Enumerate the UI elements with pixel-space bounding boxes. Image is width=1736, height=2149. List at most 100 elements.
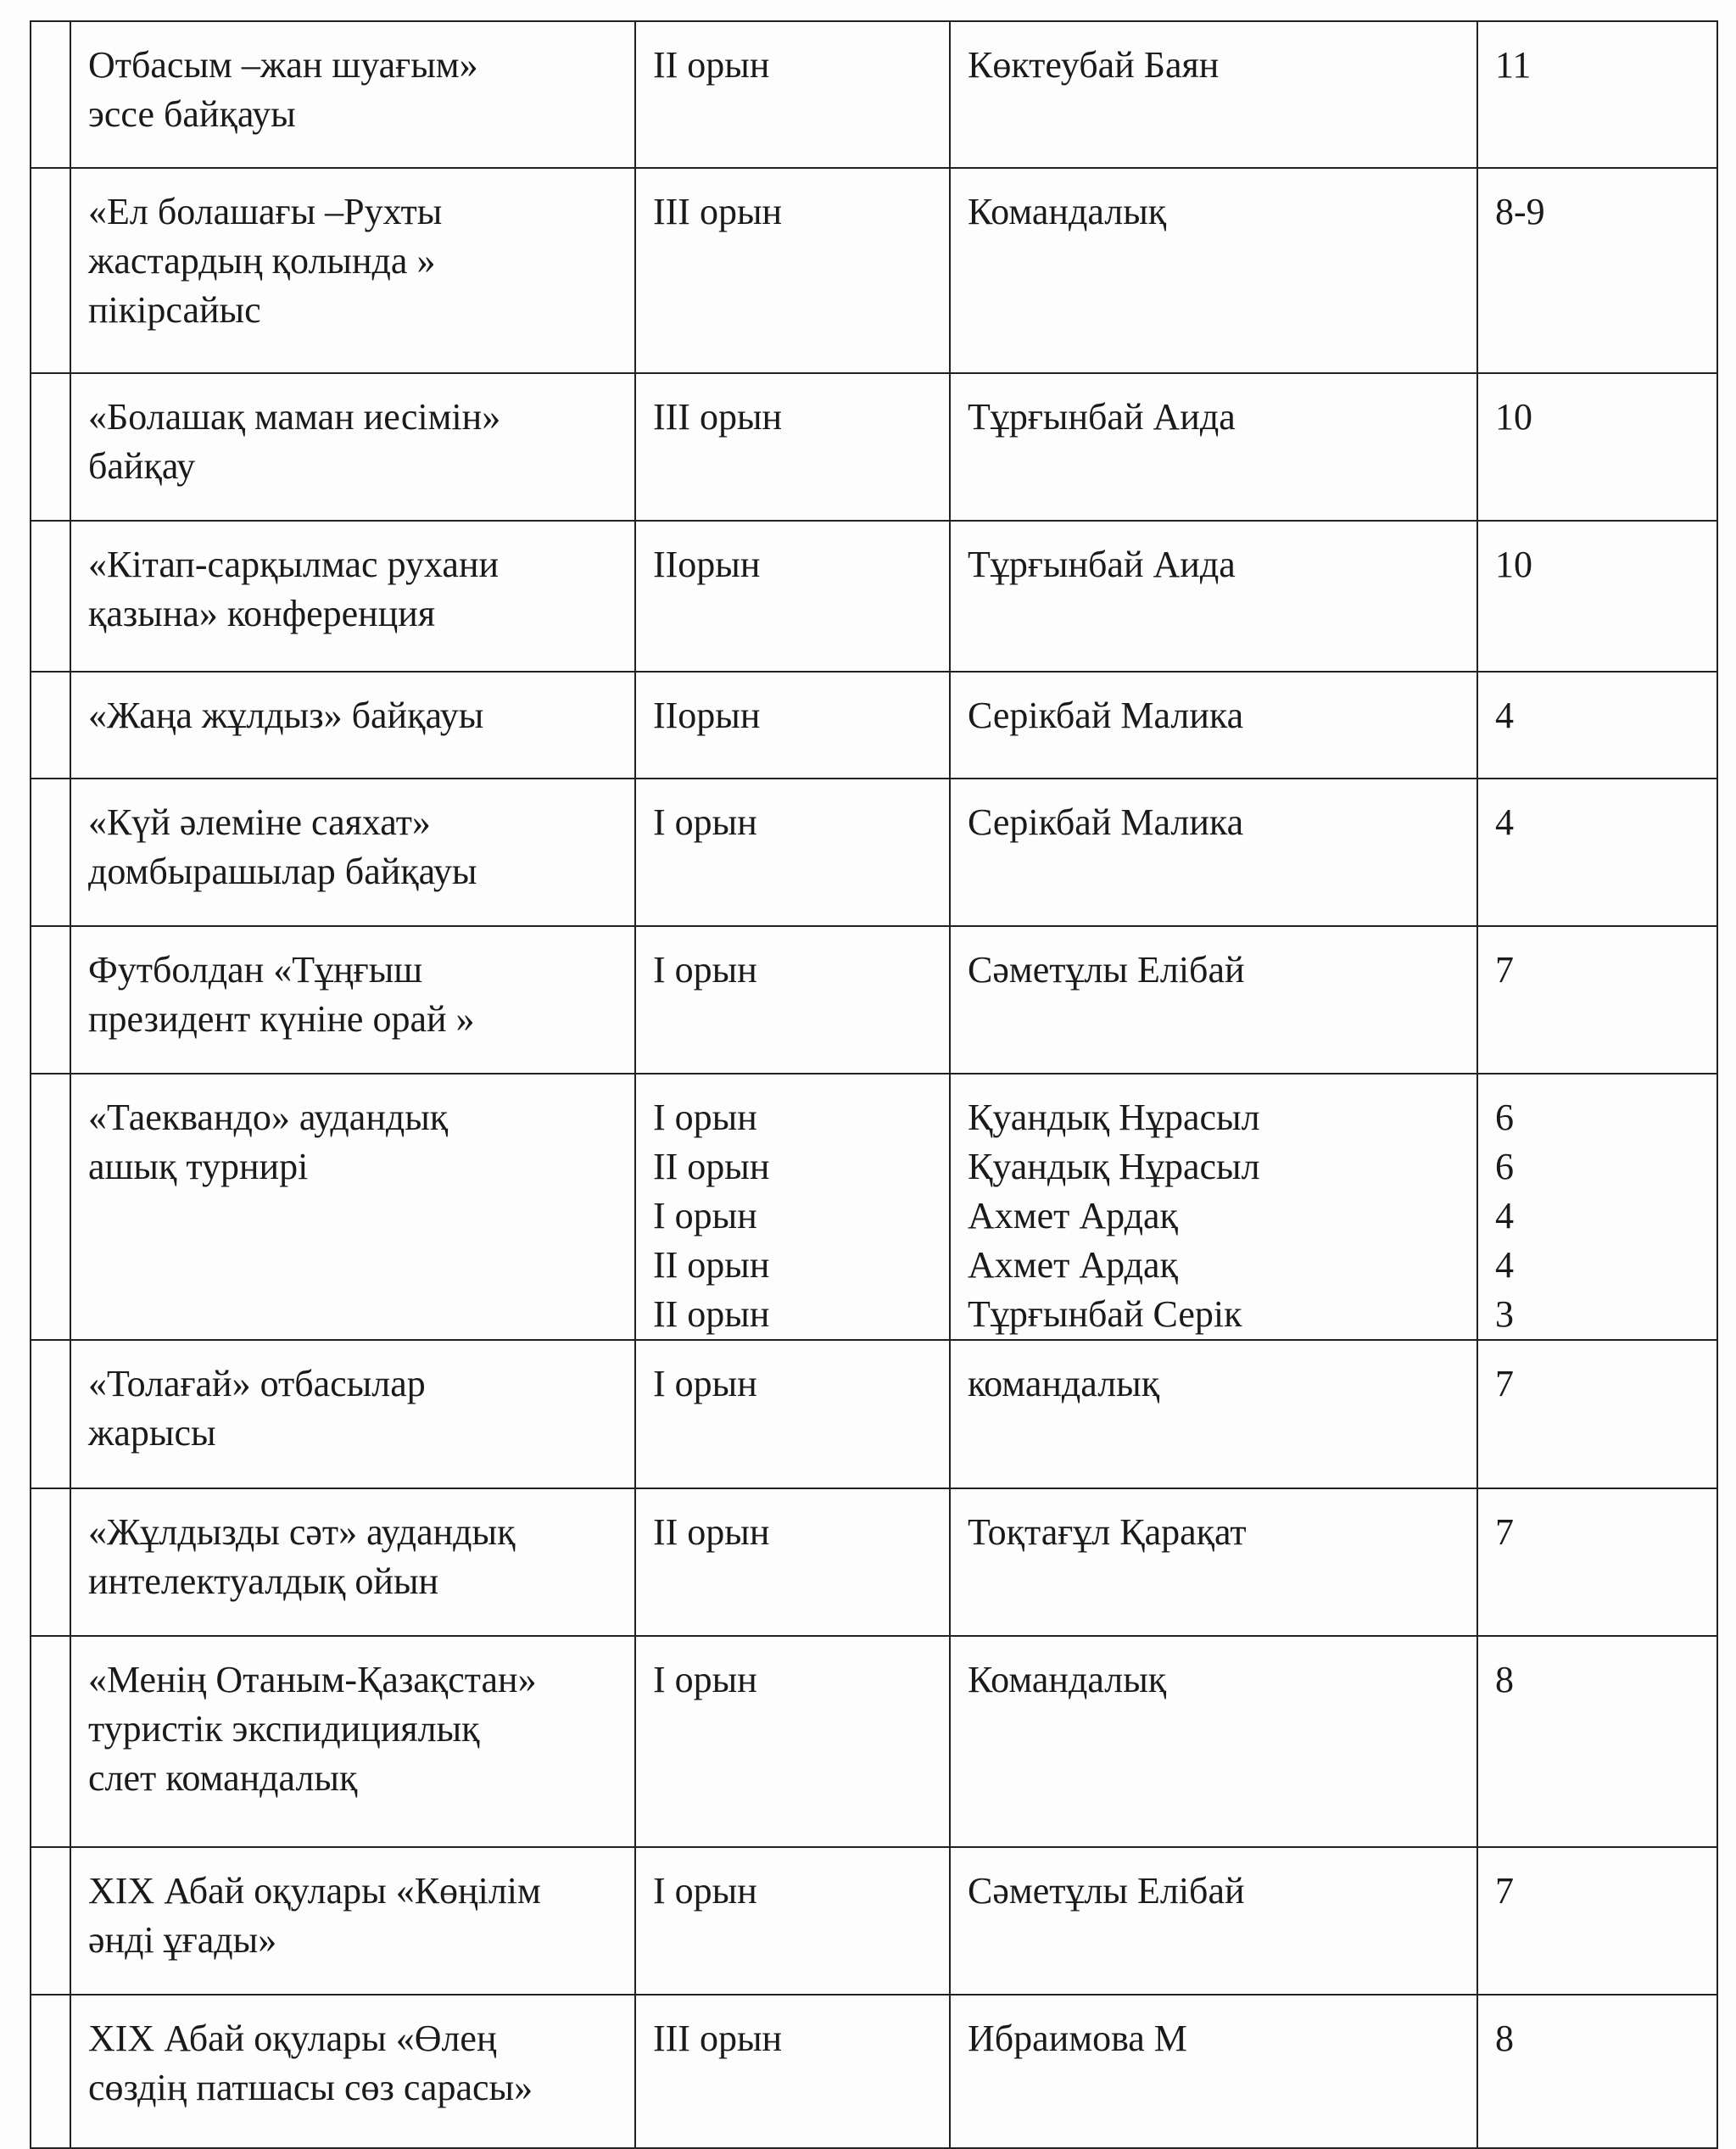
participant-text: Қуандық Нұрасыл <box>968 1146 1260 1187</box>
table-row: «Жұлдызды сәт» аудандық интелектуалдық ой… <box>30 1488 1718 1637</box>
place-text: IIорын <box>653 544 761 585</box>
event-text: сөздің патшасы сөз сарасы» <box>88 2067 533 2108</box>
grade-text: 6 <box>1495 1097 1514 1138</box>
participant-text: Командалық <box>968 1659 1167 1700</box>
table-row: «Ел болашағы –Рухты жастардың қолында » пі… <box>30 167 1718 374</box>
place-text: III орын <box>653 2018 783 2059</box>
event-cell: XIX Абай оқулары «Көңілім әнді ұғады» <box>70 1846 636 1996</box>
event-cell: «Таеквандо» аудандық ашық турнирі <box>70 1073 636 1341</box>
grade-text: 7 <box>1495 1511 1514 1553</box>
grade-cell: 7 <box>1476 1488 1718 1637</box>
event-text: «Болашақ маман иесімін» <box>88 396 501 438</box>
number-cell <box>30 925 71 1074</box>
place-text: IIорын <box>653 695 761 736</box>
grade-text: 11 <box>1495 44 1532 86</box>
grade-text: 8 <box>1495 1659 1514 1700</box>
event-cell: «Менің Отаным-Қазақстан» туристік экспиди… <box>70 1635 636 1848</box>
number-cell <box>30 20 71 169</box>
grade-text: 4 <box>1495 1244 1514 1286</box>
event-text: «Толағай» отбасылар <box>88 1363 426 1404</box>
table-row: «Кітап-сарқылмас рухани қазына» конференц… <box>30 520 1718 673</box>
event-cell: Отбасым –жан шуағым» эссе байқауы <box>70 20 636 169</box>
number-cell <box>30 1073 71 1341</box>
grade-cell: 8-9 <box>1476 167 1718 374</box>
grade-text: 10 <box>1495 544 1532 585</box>
event-text: әнді ұғады» <box>88 1919 277 1961</box>
event-text: слет командалық <box>88 1757 358 1799</box>
participant-cell: Сәметұлы Елібай <box>949 1846 1478 1996</box>
place-text: III орын <box>653 396 783 438</box>
place-cell: III орын <box>634 1994 951 2149</box>
grade-text: 10 <box>1495 396 1532 438</box>
table-row: «Таеквандо» аудандық ашық турнирі I орын II… <box>30 1073 1718 1341</box>
participant-cell: Серікбай Малика <box>949 778 1478 927</box>
grade-text: 7 <box>1495 1363 1514 1404</box>
event-text: «Ел болашағы –Рухты <box>88 191 443 232</box>
event-cell: «Кітап-сарқылмас рухани қазына» конференц… <box>70 520 636 673</box>
event-cell: «Жұлдызды сәт» аудандық интелектуалдық ой… <box>70 1488 636 1637</box>
event-text: жастардың қолында » <box>88 240 436 282</box>
place-text: I орын <box>653 949 757 991</box>
place-cell: I орын <box>634 1635 951 1848</box>
event-cell: «Ел болашағы –Рухты жастардың қолында » пі… <box>70 167 636 374</box>
place-cell: IIорын <box>634 671 951 779</box>
number-cell <box>30 778 71 927</box>
participant-text: Ахмет Ардақ <box>968 1244 1178 1286</box>
grade-cell: 7 <box>1476 1339 1718 1489</box>
number-cell <box>30 1994 71 2149</box>
grade-cell: 8 <box>1476 1635 1718 1848</box>
place-text: I орын <box>653 1659 757 1700</box>
grade-cell: 11 <box>1476 20 1718 169</box>
event-text: ашық турнирі <box>88 1146 309 1187</box>
place-text: II орын <box>653 1244 770 1286</box>
participant-cell: Командалық <box>949 1635 1478 1848</box>
participant-text: Тұрғынбай Аида <box>968 544 1236 585</box>
place-cell: III орын <box>634 372 951 522</box>
participant-cell: Тұрғынбай Аида <box>949 372 1478 522</box>
event-cell: «Толағай» отбасылар жарысы <box>70 1339 636 1489</box>
grade-text: 4 <box>1495 695 1514 736</box>
event-cell: «Болашақ маман иесімін» байқау <box>70 372 636 522</box>
number-cell <box>30 372 71 522</box>
participant-cell: Ибраимова М <box>949 1994 1478 2149</box>
grade-text: 3 <box>1495 1293 1514 1335</box>
event-text: президент күніне орай » <box>88 998 475 1040</box>
place-cell: II орын <box>634 1488 951 1637</box>
table-row: «Болашақ маман иесімін» байқау III орын Тұр… <box>30 372 1718 522</box>
grade-text: 7 <box>1495 1870 1514 1912</box>
event-text: эссе байқауы <box>88 93 296 135</box>
place-text: II орын <box>653 44 770 86</box>
event-cell: «Күй әлеміне саяхат» домбырашылар байқауы <box>70 778 636 927</box>
number-cell <box>30 1488 71 1637</box>
participant-text: Тұрғынбай Аида <box>968 396 1236 438</box>
place-text: I орын <box>653 1363 757 1404</box>
number-cell <box>30 1846 71 1996</box>
place-text: I орын <box>653 801 757 843</box>
event-text: «Менің Отаным-Қазақстан» <box>88 1659 537 1700</box>
participant-cell: Сәметұлы Елібай <box>949 925 1478 1074</box>
event-text: XIX Абай оқулары «Өлең <box>88 2018 497 2059</box>
participant-cell: Тоқтағұл Қарақат <box>949 1488 1478 1637</box>
number-cell <box>30 671 71 779</box>
event-text: домбырашылар байқауы <box>88 851 477 892</box>
participant-text: Командалық <box>968 191 1167 232</box>
participant-cell: Көктеубай Баян <box>949 20 1478 169</box>
event-text: пікірсайыс <box>88 289 261 331</box>
awards-table: Отбасым –жан шуағым» эссе байқауы II орын К… <box>30 20 1718 2149</box>
event-text: «Таеквандо» аудандық <box>88 1097 449 1138</box>
number-cell <box>30 520 71 673</box>
table-row: «Күй әлеміне саяхат» домбырашылар байқауы… <box>30 778 1718 927</box>
participant-text: Тұрғынбай Серік <box>968 1293 1242 1335</box>
grade-text: 4 <box>1495 801 1514 843</box>
event-cell: XIX Абай оқулары «Өлең сөздің патшасы сөз… <box>70 1994 636 2149</box>
participant-text: Көктеубай Баян <box>968 44 1220 86</box>
grade-text: 8-9 <box>1495 191 1545 232</box>
grade-cell: 7 <box>1476 925 1718 1074</box>
place-cell: II орын <box>634 20 951 169</box>
place-text: II орын <box>653 1511 770 1553</box>
participant-text: Ахмет Ардақ <box>968 1195 1178 1236</box>
place-text: I орын <box>653 1097 757 1138</box>
place-cell: IIорын <box>634 520 951 673</box>
participant-cell: Тұрғынбай Аида <box>949 520 1478 673</box>
grade-cell: 6 6 4 4 3 <box>1476 1073 1718 1341</box>
